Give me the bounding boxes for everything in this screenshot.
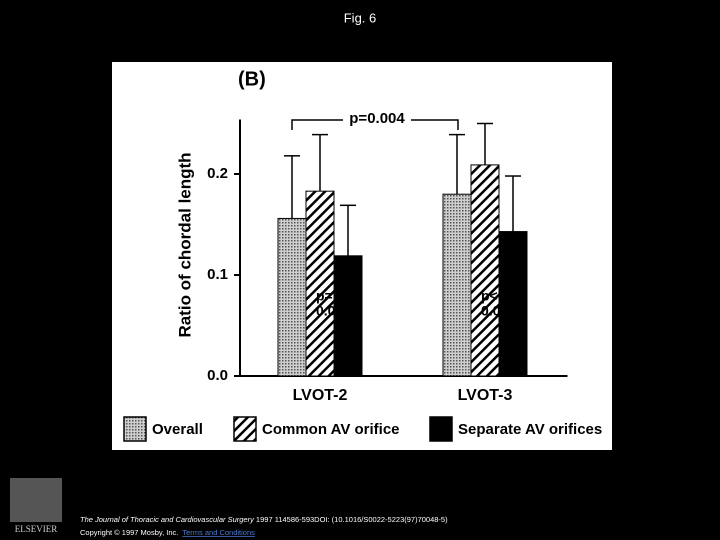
y-tick-label: 0.0 (207, 367, 228, 384)
legend-label: Separate AV orifices (458, 421, 602, 438)
x-tick-label: LVOT-3 (458, 387, 513, 404)
error-bar (477, 122, 493, 165)
annotation: p< (481, 288, 498, 304)
legend-label: Common AV orifice (262, 421, 400, 438)
bar (277, 217, 307, 377)
error-bar (340, 204, 356, 256)
bar (498, 231, 528, 377)
bar (305, 190, 335, 377)
annotation: p= (316, 288, 333, 304)
copyright-line: Copyright © 1997 Mosby, Inc. Terms and Co… (80, 528, 255, 537)
legend-swatch (429, 416, 453, 442)
error-bar (312, 133, 328, 192)
logo-text: ELSEVIER (15, 524, 58, 534)
journal-name: The Journal of Thoracic and Cardiovascul… (80, 515, 255, 524)
page-title: Fig. 6 (344, 10, 377, 25)
x-tick-label: LVOT-2 (293, 387, 348, 404)
annotation: p=0.004 (349, 110, 405, 127)
legend-label: Overall (152, 421, 203, 438)
legend-swatch (233, 416, 257, 442)
bar (333, 255, 363, 377)
copyright: Copyright © 1997 Mosby, Inc. (80, 528, 178, 537)
terms-link[interactable]: Terms and Conditions (182, 528, 255, 537)
bracket-label-bg (343, 110, 411, 130)
y-tick-label: 0.2 (207, 165, 228, 182)
error-bar (284, 155, 300, 219)
citation: The Journal of Thoracic and Cardiovascul… (80, 515, 448, 524)
bar (442, 193, 472, 377)
panel-label: (B) (238, 68, 266, 90)
publisher-logo: ELSEVIER (10, 478, 62, 534)
error-bar (505, 175, 521, 232)
annotation: 0.002 (481, 303, 516, 319)
annotation: 0.041 (316, 303, 351, 319)
bar (470, 164, 500, 377)
citation-details: 1997 114586-593DOI: (10.1016/S0022-5223(… (254, 515, 448, 524)
error-bar (449, 133, 465, 195)
logo-tree (10, 478, 62, 522)
y-axis-title: Ratio of chordal length (175, 152, 194, 337)
y-tick-label: 0.1 (207, 266, 228, 283)
legend-swatch (123, 416, 147, 442)
